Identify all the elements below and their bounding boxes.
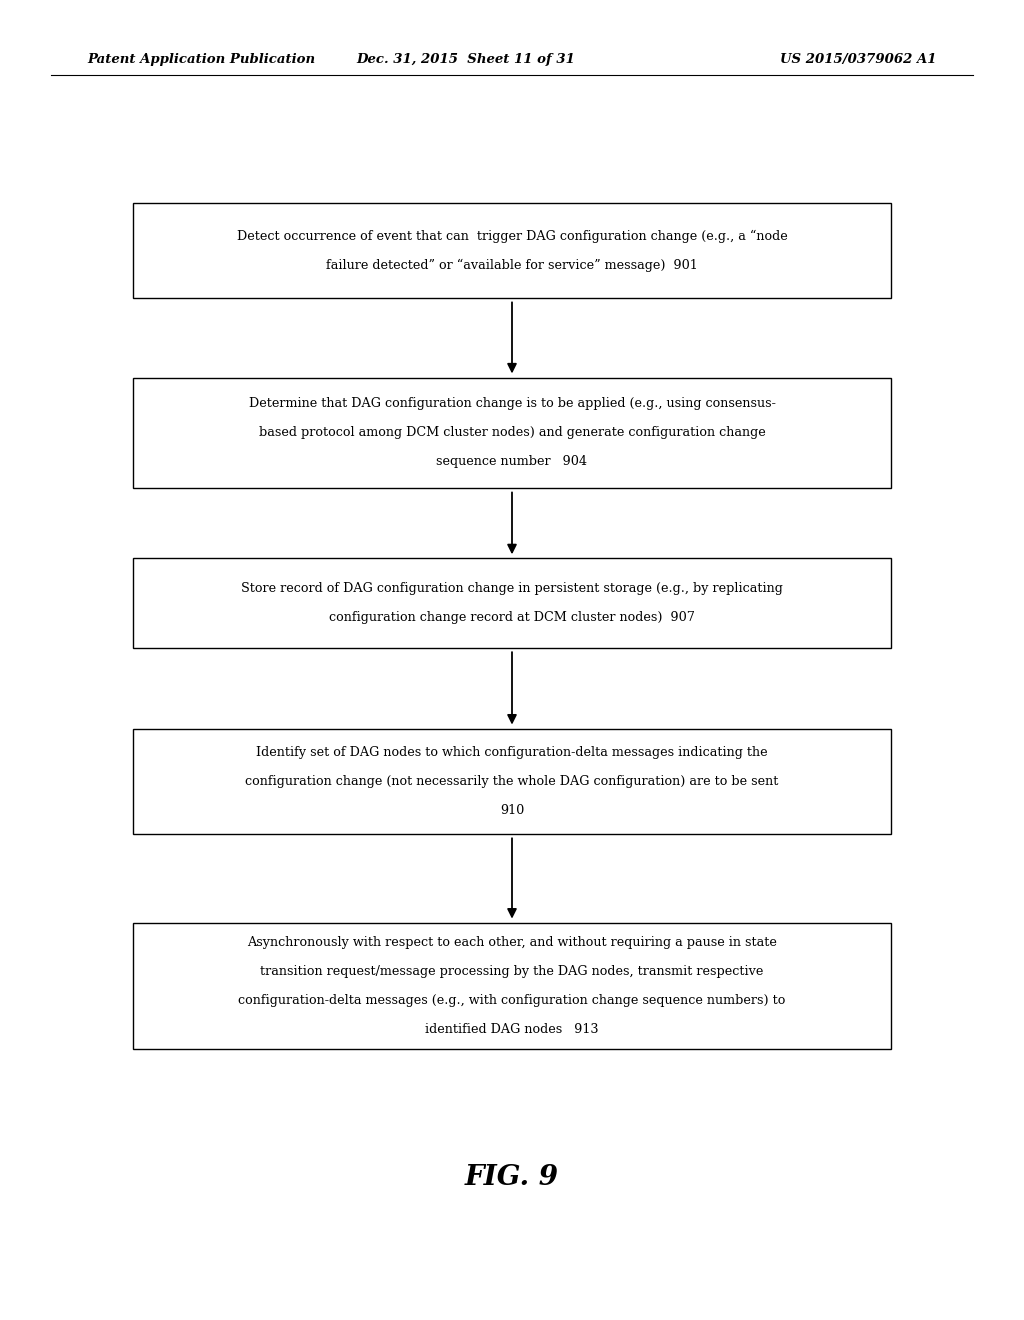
Text: Store record of DAG configuration change in persistent storage (e.g., by replica: Store record of DAG configuration change… xyxy=(241,582,783,595)
Text: identified DAG nodes   913: identified DAG nodes 913 xyxy=(425,1023,599,1036)
Text: Detect occurrence of event that can  trigger DAG configuration change (e.g., a “: Detect occurrence of event that can trig… xyxy=(237,230,787,243)
Text: Dec. 31, 2015  Sheet 11 of 31: Dec. 31, 2015 Sheet 11 of 31 xyxy=(356,53,575,66)
Text: transition request/message processing by the DAG nodes, transmit respective: transition request/message processing by… xyxy=(260,965,764,978)
Bar xyxy=(133,729,891,834)
Text: Determine that DAG configuration change is to be applied (e.g., using consensus-: Determine that DAG configuration change … xyxy=(249,397,775,411)
Text: failure detected” or “available for service” message)  901: failure detected” or “available for serv… xyxy=(326,259,698,272)
Text: Patent Application Publication: Patent Application Publication xyxy=(87,53,315,66)
Text: FIG. 9: FIG. 9 xyxy=(465,1164,559,1191)
Text: configuration change (not necessarily the whole DAG configuration) are to be sen: configuration change (not necessarily th… xyxy=(246,775,778,788)
Bar xyxy=(133,558,891,648)
Bar xyxy=(133,203,891,298)
Text: 910: 910 xyxy=(500,804,524,817)
Text: configuration change record at DCM cluster nodes)  907: configuration change record at DCM clust… xyxy=(329,611,695,624)
Text: sequence number   904: sequence number 904 xyxy=(436,455,588,469)
Text: configuration-delta messages (e.g., with configuration change sequence numbers) : configuration-delta messages (e.g., with… xyxy=(239,994,785,1007)
Bar xyxy=(133,923,891,1049)
Text: based protocol among DCM cluster nodes) and generate configuration change: based protocol among DCM cluster nodes) … xyxy=(259,426,765,440)
Bar xyxy=(133,378,891,488)
Text: Asynchronously with respect to each other, and without requiring a pause in stat: Asynchronously with respect to each othe… xyxy=(247,936,777,949)
Text: Identify set of DAG nodes to which configuration-delta messages indicating the: Identify set of DAG nodes to which confi… xyxy=(256,746,768,759)
Text: US 2015/0379062 A1: US 2015/0379062 A1 xyxy=(780,53,937,66)
